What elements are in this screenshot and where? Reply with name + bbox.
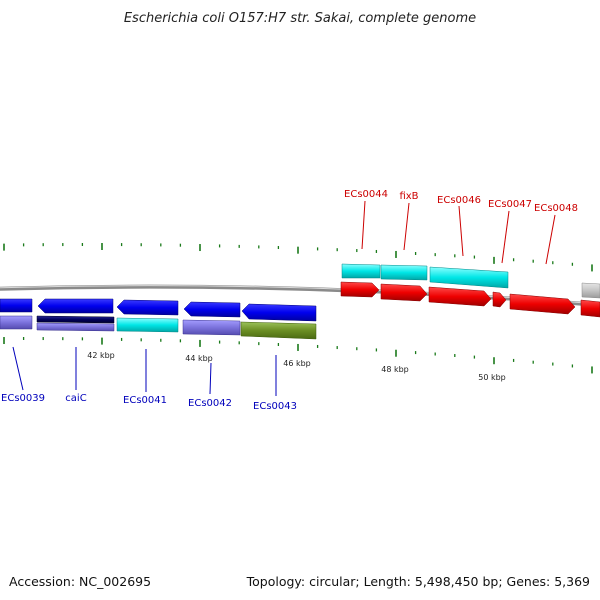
gene-label: ECs0039	[1, 393, 45, 404]
leader-line	[12, 346, 24, 391]
feature-box	[380, 264, 428, 281]
scale-label: 42 kbp	[87, 351, 115, 360]
reverse-cds-arrow	[241, 303, 317, 322]
forward-cds-arrow	[380, 283, 428, 302]
forward-cds-arrow	[580, 299, 600, 318]
forward-cds-arrow	[509, 293, 576, 315]
reverse-feature-track	[0, 315, 317, 340]
tick-marks-lower	[3, 337, 593, 374]
map-title: Escherichia coli O157:H7 str. Sakai, com…	[124, 11, 476, 26]
gene-label: ECs0042	[188, 398, 232, 409]
scale-label: 50 kbp	[478, 373, 506, 382]
forward-cds-track	[340, 281, 600, 318]
gene-label: ECs0048	[534, 203, 578, 214]
gene-label: ECs0046	[437, 195, 481, 206]
feature-box	[36, 322, 115, 332]
genome-summary-text: Topology: circular; Length: 5,498,450 bp…	[246, 574, 590, 589]
scale-label: 46 kbp	[283, 359, 311, 368]
feature-box	[116, 317, 179, 333]
reverse-cds-track	[0, 298, 317, 322]
reverse-cds-arrow	[183, 301, 241, 318]
forward-feature-track	[341, 263, 509, 289]
gene-label: caiC	[65, 393, 86, 404]
accession-text: Accession: NC_002695	[9, 574, 151, 589]
gene-label: ECs0043	[253, 401, 297, 412]
forward-cds-arrow	[340, 281, 380, 298]
reverse-cds-arrow	[116, 299, 179, 316]
leader-line	[545, 214, 556, 265]
leader-line	[403, 202, 410, 251]
forward-gene-labels: ECs0044 fixB ECs0046 ECs0047 ECs0048	[344, 189, 578, 265]
feature-box	[341, 263, 381, 279]
reverse-gene-labels: ECs0039 caiC ECs0041 ECs0042 ECs0043	[1, 346, 297, 412]
gene-label: ECs0044	[344, 189, 388, 200]
feature-box	[0, 315, 33, 330]
feature-box	[36, 315, 115, 324]
leader-line	[361, 200, 366, 250]
scale-labels: 42 kbp 44 kbp 46 kbp 48 kbp 50 kbp	[87, 351, 506, 382]
gene-label: ECs0041	[123, 395, 167, 406]
gene-label: fixB	[399, 191, 418, 202]
scale-label: 48 kbp	[381, 365, 409, 374]
gene-label: ECs0047	[488, 199, 532, 210]
feature-box	[182, 319, 241, 336]
forward-cds-arrow	[428, 286, 492, 307]
other-feature-box	[581, 282, 600, 299]
reverse-cds-arrow	[0, 298, 33, 313]
leader-line	[209, 362, 212, 395]
feature-box	[240, 321, 317, 340]
feature-box	[429, 266, 509, 289]
leader-line	[458, 205, 464, 257]
tick-marks-upper	[3, 243, 593, 272]
reverse-cds-arrow	[37, 298, 114, 314]
scale-label: 44 kbp	[185, 354, 213, 363]
leader-line	[501, 210, 510, 264]
forward-cds-arrow	[492, 291, 507, 308]
